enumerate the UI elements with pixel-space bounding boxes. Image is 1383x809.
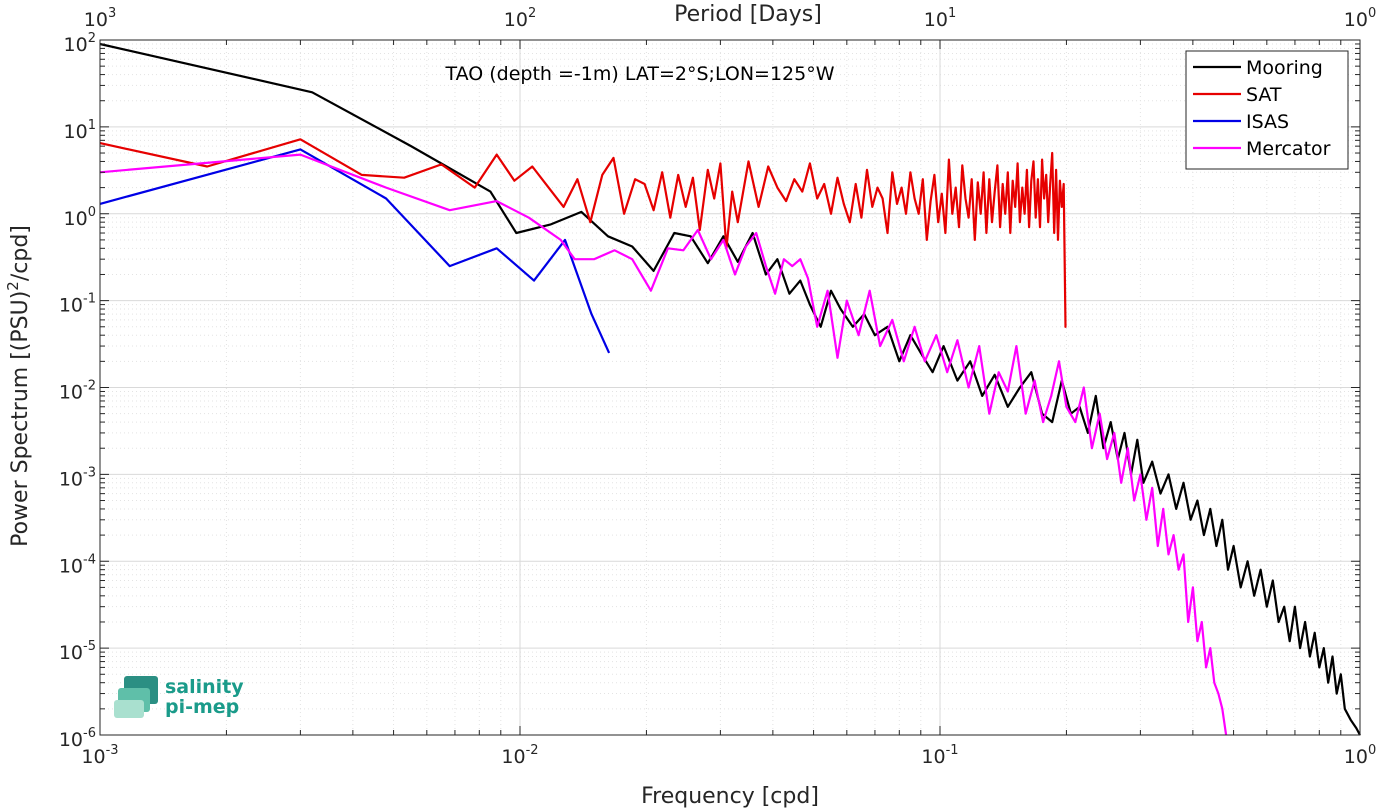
top-tick-label: 103 xyxy=(84,6,116,31)
x-tick-label-base: 10 xyxy=(81,746,105,768)
y-axis-label: Power Spectrum [(PSU)2/cpd] xyxy=(4,225,33,547)
y-tick-label-base: 10 xyxy=(59,642,83,664)
top-tick-label: 101 xyxy=(924,6,956,31)
y-tick-label-exp: 0 xyxy=(88,205,96,220)
y-tick-label-base: 10 xyxy=(59,555,83,577)
salinity-pi-mep-logo: salinity pi-mep xyxy=(114,676,244,718)
x-tick-label-exp: -3 xyxy=(106,743,119,758)
top-tick-label-exp: 0 xyxy=(1368,6,1376,21)
y-tick-label-base: 10 xyxy=(64,208,88,230)
y-tick-label-exp: -2 xyxy=(83,379,96,394)
legend-box xyxy=(1185,50,1349,170)
logo-wave-front xyxy=(114,700,144,718)
y-tick-label-exp: -3 xyxy=(83,465,96,480)
y-tick-label: 10-3 xyxy=(59,465,96,490)
legend-label-mercator: Mercator xyxy=(1246,138,1331,160)
y-tick-label: 10-6 xyxy=(59,726,96,751)
legend-label-isas: ISAS xyxy=(1246,111,1289,133)
x-tick-label: 10-1 xyxy=(921,743,958,768)
top-tick-label: 100 xyxy=(1344,6,1376,31)
top-tick-label-exp: 2 xyxy=(528,6,536,21)
top-tick-label-base: 10 xyxy=(1344,9,1368,31)
series-layer xyxy=(99,42,1361,736)
top-tick-labels: 103 102 101 100 xyxy=(84,6,1376,31)
x-tick-label: 10-2 xyxy=(501,743,538,768)
y-tick-label: 10-2 xyxy=(59,379,96,404)
x-tick-labels: 10-3 10-2 10-1 100 xyxy=(81,743,1376,768)
x-tick-label-exp: -1 xyxy=(946,743,959,758)
y-axis-label-main: Power Spectrum [(PSU) xyxy=(8,291,33,547)
y-tick-label-base: 10 xyxy=(59,729,83,751)
y-tick-label-base: 10 xyxy=(64,34,88,56)
legend-label-sat: SAT xyxy=(1246,84,1282,106)
logo-text-line2: pi-mep xyxy=(165,696,239,718)
logo-text-line1: salinity xyxy=(165,676,244,698)
tick-marks xyxy=(99,39,1361,736)
y-tick-label: 100 xyxy=(64,205,96,230)
top-tick-label-exp: 3 xyxy=(108,6,116,21)
y-tick-label-base: 10 xyxy=(64,121,88,143)
y-tick-label: 10-1 xyxy=(59,292,96,317)
series-line-mooring xyxy=(99,42,1361,736)
y-tick-label-base: 10 xyxy=(59,468,83,490)
top-tick-label-base: 10 xyxy=(924,9,948,31)
y-tick-label: 101 xyxy=(64,118,96,143)
x-axis-label: Frequency [cpd] xyxy=(641,784,819,809)
x-tick-label-base: 10 xyxy=(921,746,945,768)
y-tick-label-exp: -5 xyxy=(83,639,96,654)
top-tick-label-base: 10 xyxy=(84,9,108,31)
top-axis-label: Period [Days] xyxy=(674,2,822,27)
y-tick-label-exp: 2 xyxy=(88,31,96,46)
major-grid xyxy=(100,40,1360,735)
y-tick-label: 10-5 xyxy=(59,639,96,664)
x-tick-label-exp: -2 xyxy=(526,743,539,758)
chart-title: TAO (depth =-1m) LAT=2°S;LON=125°W xyxy=(444,63,834,85)
top-tick-label-base: 10 xyxy=(504,9,528,31)
x-tick-label-base: 10 xyxy=(1344,746,1368,768)
y-tick-label-exp: 1 xyxy=(88,118,96,133)
y-tick-label-base: 10 xyxy=(59,295,83,317)
y-tick-label: 102 xyxy=(64,31,96,56)
series-line-sat xyxy=(99,138,1067,328)
y-axis-label-sup: 2 xyxy=(4,281,22,291)
legend: Mooring SAT ISAS Mercator xyxy=(1185,50,1349,170)
series-line-isas xyxy=(99,148,611,354)
y-tick-label-exp: -4 xyxy=(83,552,96,567)
x-tick-label-base: 10 xyxy=(501,746,525,768)
y-tick-label-exp: -6 xyxy=(83,726,96,741)
top-tick-label-exp: 1 xyxy=(948,6,956,21)
y-tick-label-base: 10 xyxy=(59,382,83,404)
top-tick-label: 102 xyxy=(504,6,536,31)
y-tick-label: 10-4 xyxy=(59,552,96,577)
y-tick-label-exp: -1 xyxy=(83,292,96,307)
x-tick-label: 100 xyxy=(1344,743,1376,768)
legend-label-mooring: Mooring xyxy=(1246,57,1323,79)
x-tick-label: 10-3 xyxy=(81,743,118,768)
series-line-mercator xyxy=(99,153,1228,736)
x-tick-label-exp: 0 xyxy=(1368,743,1376,758)
y-axis-label-tail: /cpd] xyxy=(8,225,33,281)
